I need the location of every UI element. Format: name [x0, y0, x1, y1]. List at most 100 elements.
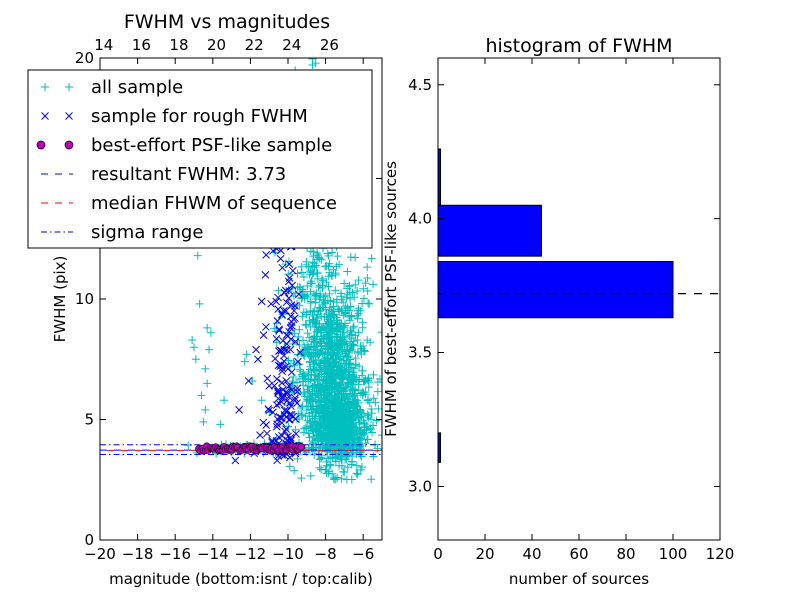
all-sample-point — [298, 268, 307, 277]
top-tick-label: 26 — [320, 36, 339, 54]
rough-sample-point — [278, 378, 286, 387]
legend-plus-marker — [41, 83, 49, 91]
all-sample-point — [299, 308, 308, 317]
x-tick-label: −20 — [84, 545, 116, 563]
all-sample-point — [325, 289, 334, 298]
y-tick-label: 3.0 — [408, 477, 432, 495]
all-sample-point — [313, 382, 322, 391]
all-sample-point — [274, 286, 283, 295]
all-sample-point — [323, 354, 332, 363]
all-sample-point — [331, 286, 340, 295]
all-sample-point — [289, 302, 298, 311]
rough-sample-point — [281, 286, 290, 295]
rough-sample-point — [271, 354, 280, 363]
rough-sample-point — [259, 418, 268, 427]
histogram-title: histogram of FWHM — [485, 35, 672, 57]
all-sample-point — [330, 344, 339, 353]
rough-sample-point — [244, 377, 253, 385]
all-sample-point — [328, 248, 337, 257]
all-sample-point — [345, 316, 354, 325]
rough-sample-point — [275, 399, 284, 408]
rough-sample-point — [286, 399, 294, 407]
rough-sample-point — [278, 310, 286, 319]
all-sample-point — [311, 409, 320, 418]
all-sample-point — [203, 379, 212, 388]
all-sample-point — [310, 414, 319, 423]
all-sample-point — [302, 260, 311, 269]
all-sample-point — [289, 357, 298, 366]
all-sample-point — [203, 323, 212, 332]
all-sample-point — [345, 428, 354, 437]
all-sample-point — [357, 462, 366, 471]
all-sample-point — [293, 269, 302, 278]
all-sample-point — [352, 461, 361, 470]
all-sample-point — [326, 311, 335, 320]
rough-sample-point — [286, 312, 295, 321]
all-sample-point — [298, 372, 307, 381]
all-sample-point — [359, 428, 368, 437]
all-sample-point — [346, 404, 355, 413]
all-sample-point — [296, 367, 305, 376]
all-sample-point — [350, 389, 359, 398]
all-sample-point — [336, 430, 345, 439]
rough-sample-point — [263, 429, 271, 438]
all-sample-point — [334, 323, 343, 332]
all-sample-point — [316, 401, 325, 410]
all-sample-point — [337, 406, 346, 415]
all-sample-point — [327, 305, 336, 314]
rough-sample-point — [282, 377, 291, 385]
psf-sample-point — [297, 443, 306, 451]
all-sample-point — [297, 410, 306, 419]
all-sample-point — [343, 327, 352, 336]
all-sample-point — [201, 364, 210, 373]
rough-sample-point — [291, 302, 299, 310]
rough-sample-point — [285, 393, 293, 401]
all-sample-point — [312, 404, 321, 413]
histogram-ticks: 0 20 40 60 80 100 120 3.0 3.5 4.0 4.5 — [408, 58, 734, 563]
all-sample-point — [324, 408, 333, 417]
all-sample-point — [328, 326, 337, 335]
rough-sample-point — [284, 364, 292, 373]
rough-sample-point — [273, 456, 282, 465]
all-sample-point — [295, 325, 304, 334]
all-sample-point — [308, 337, 317, 346]
all-sample-point — [344, 403, 353, 412]
rough-sample-point — [274, 305, 283, 313]
all-sample-point — [322, 313, 331, 322]
rough-sample-point — [284, 332, 292, 340]
all-sample-point — [351, 409, 360, 418]
all-sample-point — [190, 343, 198, 352]
all-sample-point — [341, 383, 350, 392]
all-sample-point — [308, 382, 317, 391]
all-sample-point — [313, 406, 322, 415]
all-sample-point — [333, 440, 342, 449]
rough-sample-point — [285, 415, 293, 424]
all-sample-point — [311, 356, 320, 365]
all-sample-point — [337, 292, 346, 301]
all-sample-point — [328, 437, 337, 446]
x-tick-label: −14 — [197, 545, 229, 563]
all-sample-point — [348, 384, 357, 393]
rough-sample-point — [262, 251, 271, 259]
all-sample-point — [305, 316, 314, 325]
all-sample-point — [306, 357, 315, 366]
all-sample-point — [317, 275, 326, 284]
all-sample-point — [337, 461, 346, 470]
all-sample-point — [333, 252, 342, 261]
rough-sample-point — [292, 430, 300, 438]
all-sample-point — [342, 409, 351, 418]
all-sample-point — [347, 475, 356, 484]
all-sample-point — [349, 322, 358, 331]
all-sample-point — [326, 297, 335, 306]
top-tick-label: 20 — [207, 36, 226, 54]
rough-sample-point — [287, 321, 296, 330]
all-sample-point — [288, 379, 297, 388]
all-sample-point — [318, 420, 327, 429]
all-sample-point — [374, 404, 382, 413]
all-sample-point — [306, 418, 315, 427]
legend-dot-marker — [64, 140, 74, 150]
all-sample-point — [306, 298, 315, 307]
histogram-bar — [438, 432, 441, 463]
all-sample-point — [326, 378, 335, 387]
all-sample-point — [188, 335, 197, 344]
